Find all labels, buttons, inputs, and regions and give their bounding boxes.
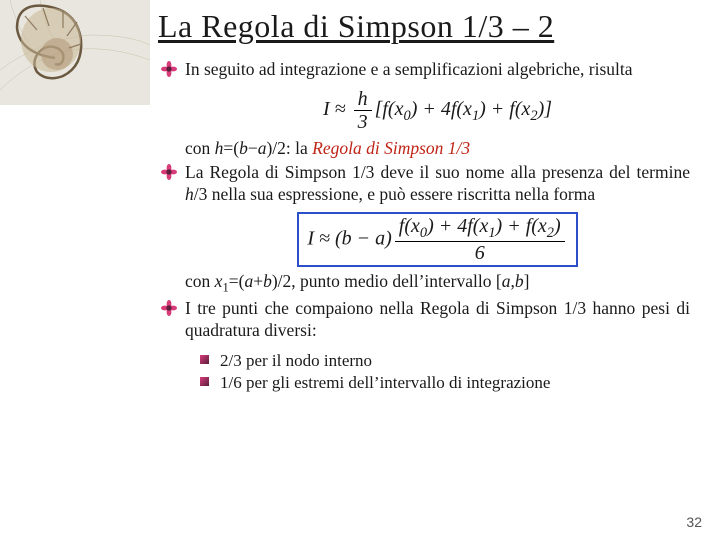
- p3-text: La Regola di Simpson 1/3 deve il suo nom…: [185, 162, 690, 204]
- rose-icon: [161, 164, 177, 186]
- formula-1-content: I ≈ h3[f(x0) + 4f(x1) + f(x2)]: [319, 87, 556, 134]
- nautilus-image: [0, 0, 150, 105]
- rose-icon: [161, 300, 177, 322]
- sub1-text: 2/3 per il nodo interno: [220, 351, 372, 370]
- p4: con x1=(a+b)/2, punto medio dell’interva…: [185, 271, 690, 296]
- rose-icon: [161, 61, 177, 83]
- formula-1: I ≈ h3[f(x0) + 4f(x1) + f(x2)]: [185, 87, 690, 134]
- bullet-1: In seguito ad integrazione e a semplific…: [185, 59, 690, 81]
- formula-2-content: I ≈ (b − a)f(x0) + 4f(x1) + f(x2)6: [297, 212, 577, 267]
- square-icon: [200, 377, 209, 386]
- bullet-2: La Regola di Simpson 1/3 deve il suo nom…: [185, 162, 690, 206]
- sub-bullet-2: 1/6 per gli estremi dell’intervallo di i…: [220, 372, 690, 394]
- formula-2: I ≈ (b − a)f(x0) + 4f(x1) + f(x2)6: [185, 212, 690, 267]
- p5-text: I tre punti che compaiono nella Regola d…: [185, 298, 690, 340]
- square-icon: [200, 355, 209, 364]
- p1-text: In seguito ad integrazione e a semplific…: [185, 59, 633, 79]
- sub-bullet-1: 2/3 per il nodo interno: [220, 350, 690, 372]
- p2: con h=(b−a)/2: la Regola di Simpson 1/3: [185, 138, 690, 160]
- slide-number: 32: [686, 514, 702, 530]
- sub2-text: 1/6 per gli estremi dell’intervallo di i…: [220, 373, 550, 392]
- bullet-3: I tre punti che compaiono nella Regola d…: [185, 298, 690, 342]
- slide-title: La Regola di Simpson 1/3 – 2: [158, 8, 690, 45]
